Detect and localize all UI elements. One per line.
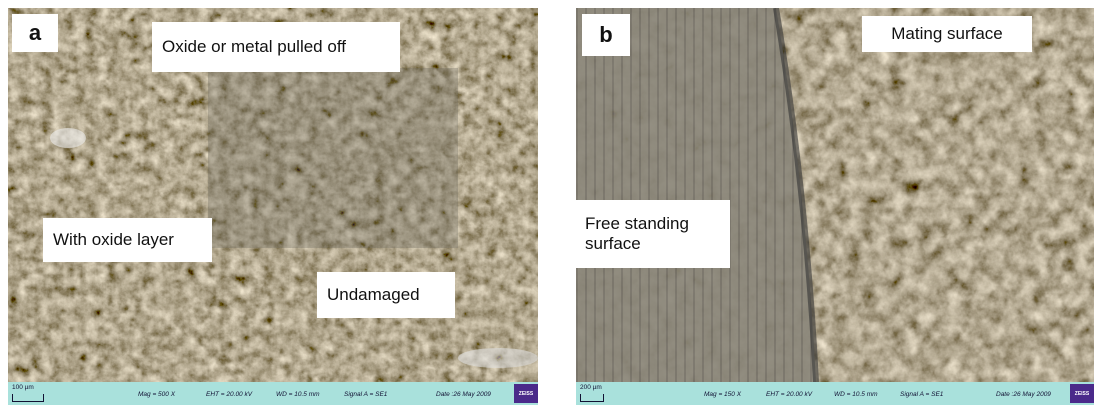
annotation: With oxide layer (43, 218, 212, 262)
logo: ZEISS (1070, 384, 1094, 403)
panel-b: b Mating surface Free standing surface 2… (576, 8, 1094, 405)
scale-label: 100 µm (12, 384, 34, 391)
wd: WD = 10.5 mm (834, 391, 878, 398)
date: Date :26 May 2009 (436, 391, 491, 398)
scale-bar (12, 394, 44, 402)
panel-label: a (12, 14, 58, 52)
page: a Oxide or metal pulled off With oxide l… (0, 0, 1097, 407)
panel-label: b (582, 14, 630, 56)
scale-label: 200 µm (580, 384, 602, 391)
signal: Signal A = SE1 (344, 391, 387, 398)
eht: EHT = 20.00 kV (206, 391, 252, 398)
annotation: Oxide or metal pulled off (152, 22, 400, 72)
eht: EHT = 20.00 kV (766, 391, 812, 398)
mag: Mag = 150 X (704, 391, 741, 398)
scale-bar (580, 394, 604, 402)
sem-image (576, 8, 1094, 382)
panel-a: a Oxide or metal pulled off With oxide l… (8, 8, 538, 405)
signal: Signal A = SE1 (900, 391, 943, 398)
annotation: Undamaged (317, 272, 455, 318)
info-bar: 200 µm Mag = 150 X EHT = 20.00 kV WD = 1… (576, 382, 1094, 405)
info-bar: 100 µm Mag = 500 X EHT = 20.00 kV WD = 1… (8, 382, 538, 405)
annotation: Mating surface (862, 16, 1032, 52)
logo: ZEISS (514, 384, 538, 403)
wd: WD = 10.5 mm (276, 391, 320, 398)
annotation: Free standing surface (575, 200, 730, 268)
mag: Mag = 500 X (138, 391, 175, 398)
date: Date :26 May 2009 (996, 391, 1051, 398)
